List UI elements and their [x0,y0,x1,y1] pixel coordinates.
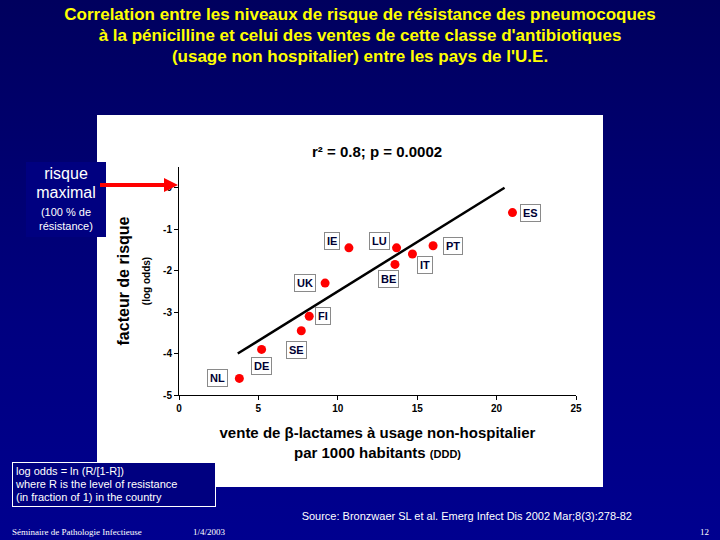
svg-text:facteur de risque(log odds): facteur de risque(log odds) [115,216,152,345]
html-text:Source: Bronzwaer SL et al. Em: Source: Bronzwaer SL et al. Emerg Infect… [301,510,632,522]
svg-text:r² = 0.8; p = 0.0002: r² = 0.8; p = 0.0002 [312,143,442,160]
svg-text:IT: IT [420,259,430,271]
html-text:(in fraction of 1) in the coun: (in fraction of 1) in the country [16,491,162,503]
svg-text:ES: ES [523,207,538,219]
svg-text:BE: BE [381,273,396,285]
html-text:log odds = ln (R/[1-R]): log odds = ln (R/[1-R]) [16,465,124,477]
html-text:Séminaire de Pathologie Infect: Séminaire de Pathologie Infectieuse [12,527,142,537]
svg-text:10: 10 [332,403,344,414]
html-text:where R is the level of resist: where R is the level of resistance [16,478,178,490]
html-text:(usage non hospitalier) entre: (usage non hospitalier) entre les pays d… [171,47,549,66]
svg-text:5: 5 [256,403,262,414]
svg-text:-4: -4 [163,348,172,359]
html-text:Correlation entre les niveaux: Correlation entre les niveaux de risque … [64,5,656,24]
html-text:risque maximal: risque maximal [36,165,96,201]
svg-text:IE: IE [327,235,337,247]
svg-text:-5: -5 [163,390,172,401]
svg-text:15: 15 [412,403,424,414]
html-text:12: 12 [700,527,709,537]
svg-text:FI: FI [318,310,328,322]
svg-text:-1: -1 [163,224,172,235]
svg-text:UK: UK [297,277,313,289]
svg-text:20: 20 [491,403,503,414]
svg-text:0: 0 [176,403,182,414]
html-text:1/4/2003: 1/4/2003 [193,527,225,537]
html-text:(100 % de résistance): (100 % de résistance) [39,206,93,232]
svg-text:PT: PT [446,240,460,252]
svg-text:LU: LU [372,235,387,247]
html-text:à la pénicilline et celui des: à la pénicilline et celui des ventes de … [98,26,622,45]
svg-text:SE: SE [289,344,304,356]
svg-text:DE: DE [254,360,269,372]
svg-text:NL: NL [210,372,225,384]
svg-text:25: 25 [570,403,582,414]
svg-text:vente de β-lactames à usage no: vente de β-lactames à usage non-hospital… [220,424,536,461]
svg-text:-3: -3 [163,307,172,318]
svg-text:-2: -2 [163,265,172,276]
